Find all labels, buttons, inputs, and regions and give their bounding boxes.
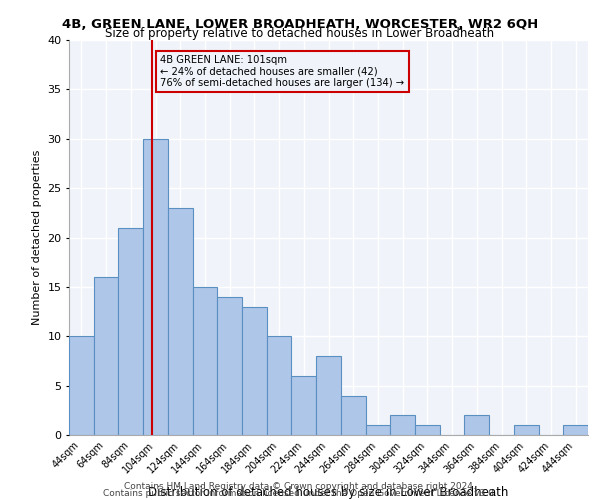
Bar	[365, 425, 390, 435]
Bar	[69, 336, 94, 435]
Bar	[118, 228, 143, 435]
Text: Contains HM Land Registry data © Crown copyright and database right 2024.: Contains HM Land Registry data © Crown c…	[124, 482, 476, 491]
Bar	[292, 376, 316, 435]
Y-axis label: Number of detached properties: Number of detached properties	[32, 150, 41, 325]
Bar	[267, 336, 292, 435]
Bar	[415, 425, 440, 435]
Bar	[94, 277, 118, 435]
Bar	[514, 425, 539, 435]
Bar	[390, 415, 415, 435]
X-axis label: Distribution of detached houses by size in Lower Broadheath: Distribution of detached houses by size …	[148, 486, 509, 499]
Bar	[316, 356, 341, 435]
Text: 4B, GREEN LANE, LOWER BROADHEATH, WORCESTER, WR2 6QH: 4B, GREEN LANE, LOWER BROADHEATH, WORCES…	[62, 18, 538, 30]
Bar	[464, 415, 489, 435]
Text: Size of property relative to detached houses in Lower Broadheath: Size of property relative to detached ho…	[106, 28, 494, 40]
Bar	[143, 138, 168, 435]
Bar	[341, 396, 365, 435]
Bar	[563, 425, 588, 435]
Text: 4B GREEN LANE: 101sqm
← 24% of detached houses are smaller (42)
76% of semi-deta: 4B GREEN LANE: 101sqm ← 24% of detached …	[160, 55, 404, 88]
Text: Contains public sector information licensed under the Open Government Licence v3: Contains public sector information licen…	[103, 488, 497, 498]
Bar	[168, 208, 193, 435]
Bar	[193, 287, 217, 435]
Bar	[242, 306, 267, 435]
Bar	[217, 296, 242, 435]
